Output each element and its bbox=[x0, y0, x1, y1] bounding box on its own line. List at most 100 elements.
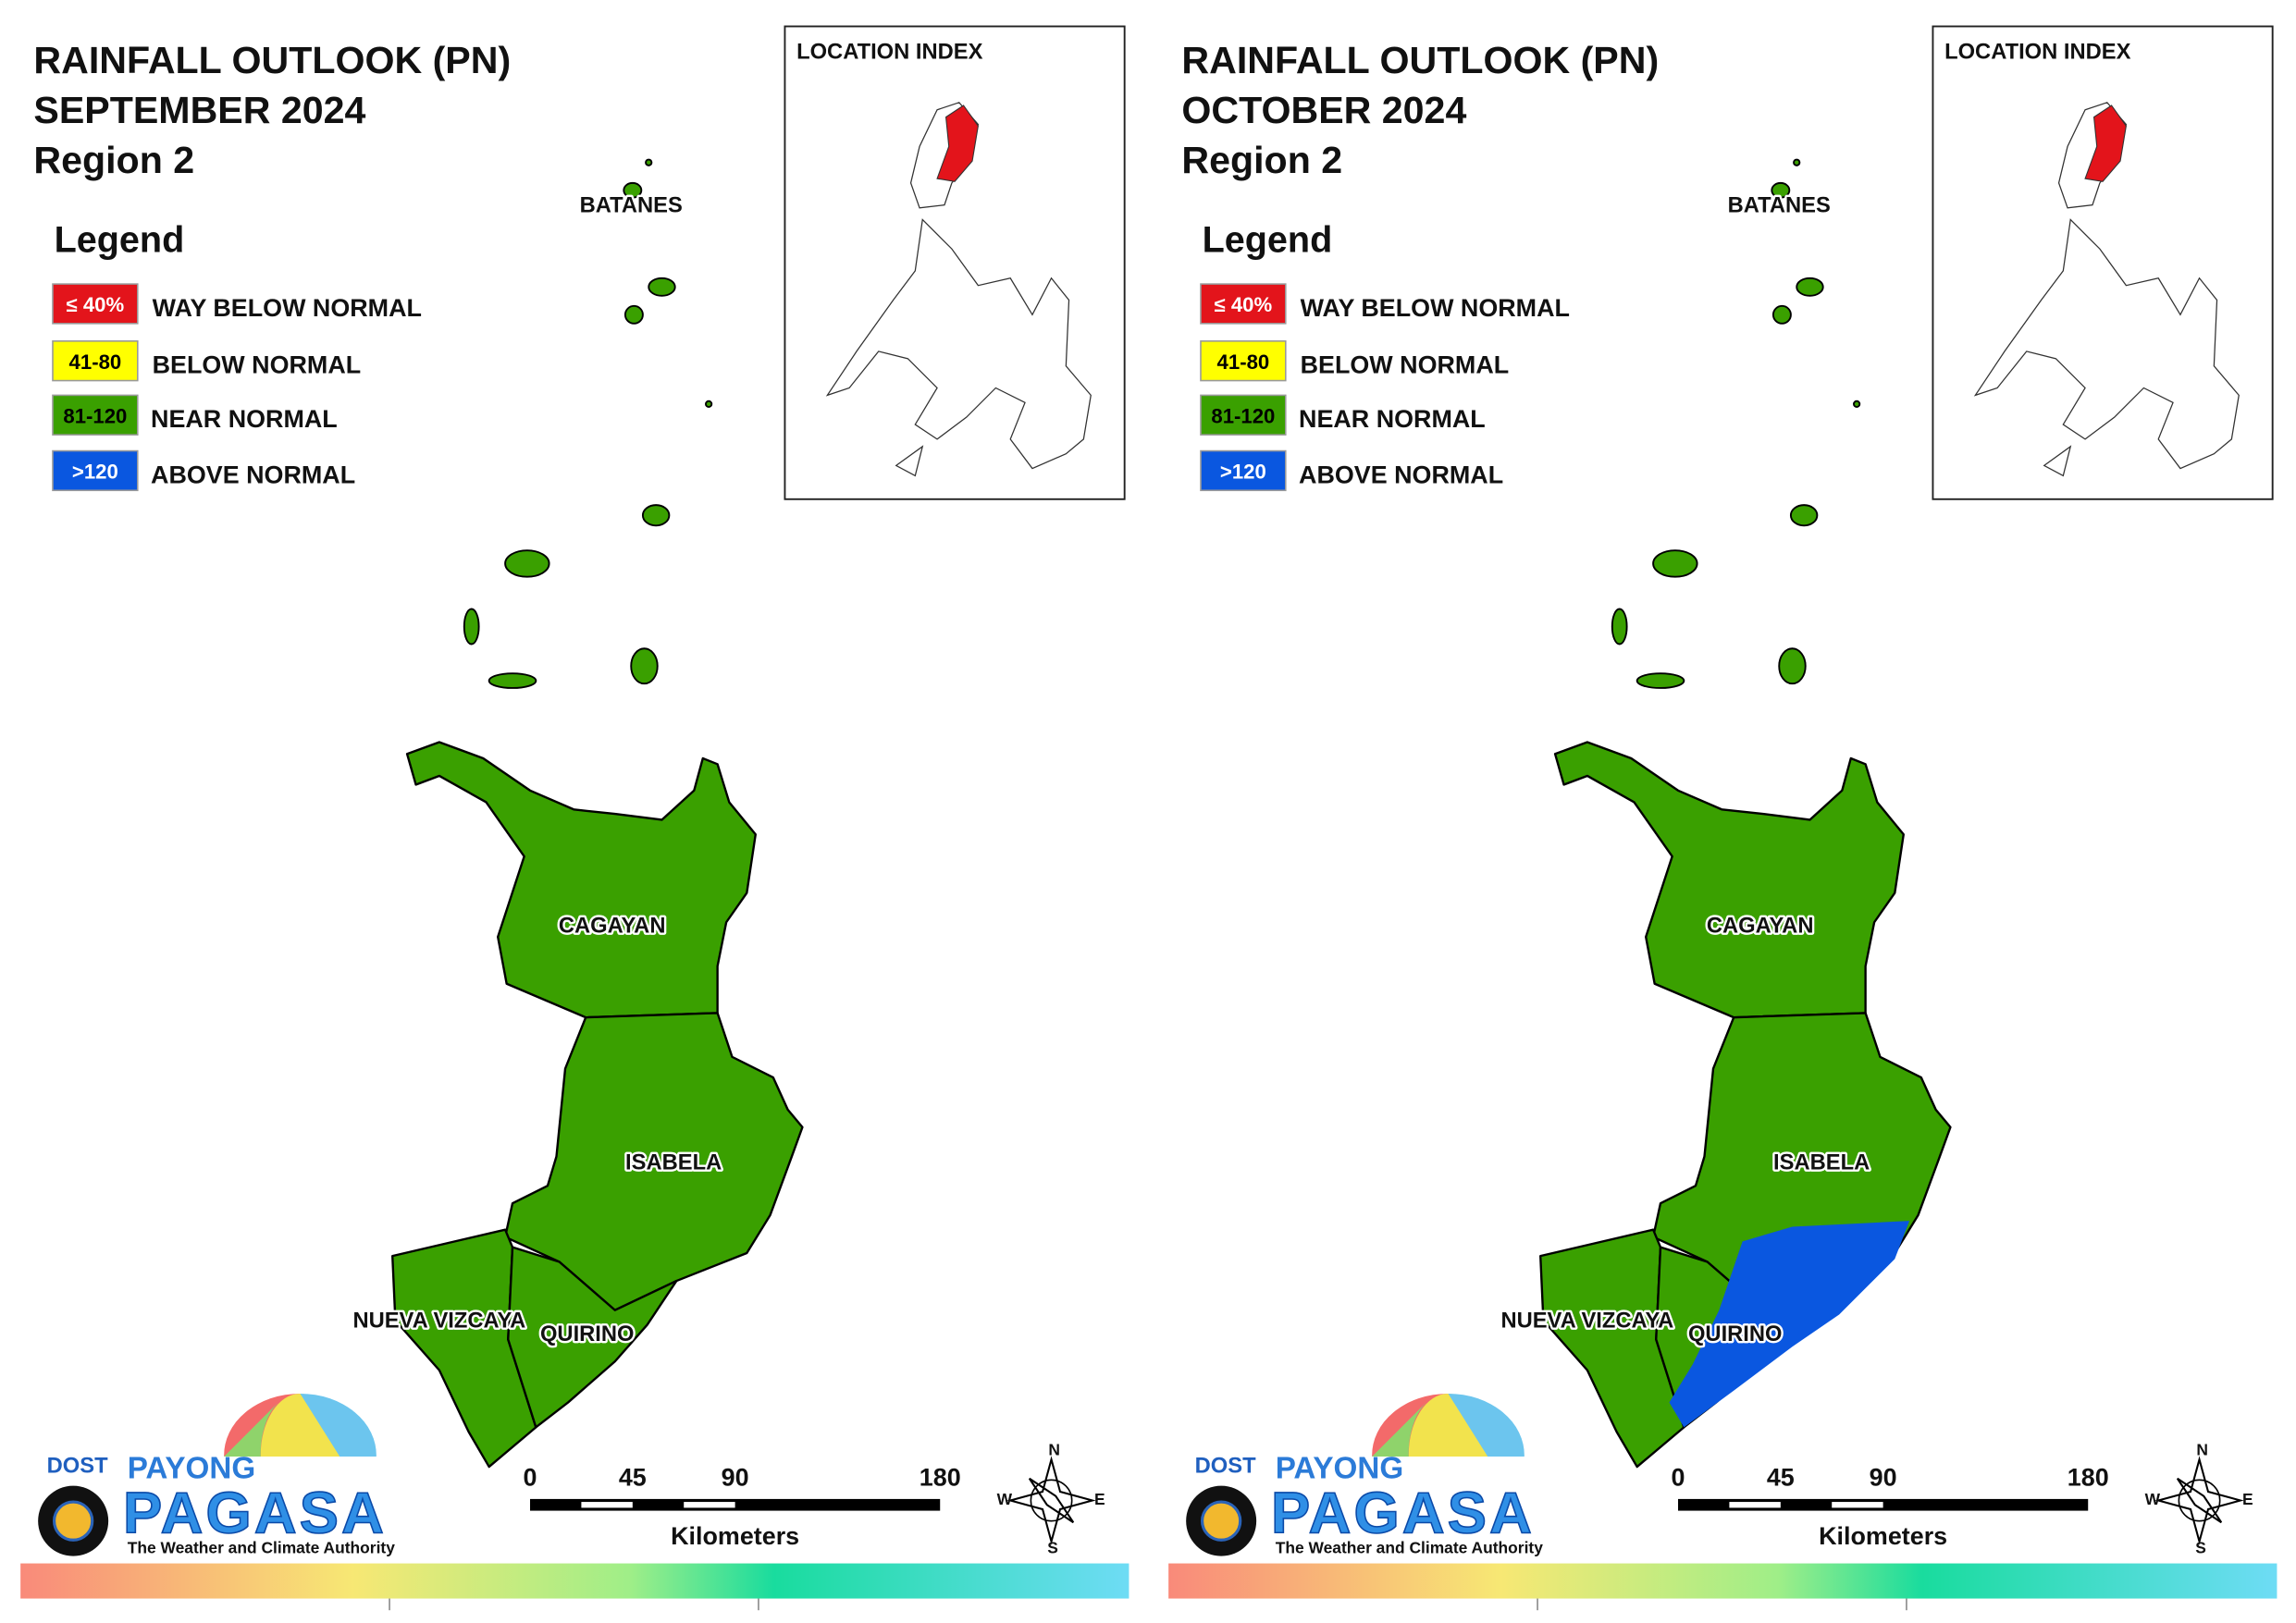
legend-swatch-label: ≤ 40% bbox=[67, 293, 125, 316]
legend-swatch bbox=[52, 340, 139, 382]
legend-swatch-label: ≤ 40% bbox=[1215, 293, 1273, 316]
island bbox=[1771, 181, 1791, 199]
region-highlight bbox=[936, 105, 979, 182]
map-title: OCTOBER 2024 bbox=[1181, 89, 1466, 131]
province-label: QUIRINO bbox=[540, 1322, 635, 1346]
scale-bar-segment bbox=[1729, 1502, 1781, 1508]
legend-label: BELOW NORMAL bbox=[153, 351, 362, 379]
location-index-title: LOCATION INDEX bbox=[1944, 40, 2130, 64]
province-label: BATANES bbox=[580, 194, 683, 218]
province-label: ISABELA bbox=[1773, 1151, 1870, 1175]
map-title: RAINFALL OUTLOOK (PN) bbox=[1181, 39, 1659, 81]
logo-pagasa: PAGASA bbox=[1271, 1481, 1535, 1545]
scale-bar-segment bbox=[1832, 1502, 1883, 1508]
legend-label: BELOW NORMAL bbox=[1301, 351, 1510, 379]
compass-letter: N bbox=[1048, 1440, 1060, 1458]
logo-pagasa: PAGASA bbox=[123, 1481, 387, 1545]
map-title: SEPTEMBER 2024 bbox=[33, 89, 365, 131]
compass-letter: E bbox=[2242, 1490, 2253, 1508]
province-label: NUEVA VIZCAYA bbox=[1500, 1309, 1673, 1334]
island bbox=[1778, 647, 1807, 685]
island bbox=[1636, 672, 1685, 689]
legend-title: Legend bbox=[1203, 219, 1333, 260]
scale-tick-label: 180 bbox=[920, 1464, 961, 1492]
scale-tick-label: 90 bbox=[1870, 1464, 1897, 1492]
logo-dost: DOST bbox=[47, 1454, 108, 1478]
legend-label: NEAR NORMAL bbox=[1299, 405, 1486, 433]
compass-letter: W bbox=[2145, 1490, 2161, 1508]
island bbox=[1853, 400, 1861, 409]
legend-label: NEAR NORMAL bbox=[151, 405, 338, 433]
island bbox=[1793, 158, 1801, 166]
compass-ring bbox=[1030, 1479, 1073, 1522]
umbrella-right bbox=[300, 1393, 376, 1457]
province-label: BATANES bbox=[1728, 194, 1831, 218]
legend-swatch bbox=[1200, 283, 1287, 325]
logo-tagline: The Weather and Climate Authority bbox=[1276, 1538, 1543, 1556]
map-title: Region 2 bbox=[1181, 139, 1342, 181]
rainbow-bar bbox=[1168, 1563, 2277, 1599]
island bbox=[623, 181, 643, 199]
island bbox=[648, 277, 676, 297]
compass-letter: E bbox=[1094, 1490, 1105, 1508]
compass-rose bbox=[1006, 1456, 1096, 1545]
scale-tick-label: 0 bbox=[1672, 1464, 1685, 1492]
compass-ring bbox=[2178, 1479, 2221, 1522]
island bbox=[705, 400, 713, 409]
scale-tick-label: 0 bbox=[524, 1464, 537, 1492]
compass-letter: S bbox=[1047, 1538, 1058, 1556]
logo-payong: PAYONG bbox=[128, 1452, 256, 1486]
panel: RAINFALL OUTLOOK (PN) SEPTEMBER 2024 Regio… bbox=[20, 25, 1129, 1611]
umbrella-right bbox=[1448, 1393, 1524, 1457]
scale-tick-label: 180 bbox=[2068, 1464, 2109, 1492]
panel: RAINFALL OUTLOOK (PN) OCTOBER 2024 Region … bbox=[1168, 25, 2277, 1611]
province bbox=[1539, 1228, 1685, 1469]
scale-bar-segment bbox=[581, 1502, 633, 1508]
seal bbox=[52, 1500, 94, 1542]
compass-letter: W bbox=[997, 1490, 1013, 1508]
island bbox=[1796, 277, 1824, 297]
logo-tagline: The Weather and Climate Authority bbox=[128, 1538, 395, 1556]
legend-swatch bbox=[1200, 449, 1287, 492]
province-label: CAGAYAN bbox=[559, 914, 666, 938]
province bbox=[405, 741, 757, 1019]
island bbox=[488, 672, 537, 689]
compass-letter: S bbox=[2195, 1538, 2206, 1556]
island bbox=[1771, 304, 1792, 325]
legend-label: ABOVE NORMAL bbox=[1299, 461, 1503, 488]
island bbox=[641, 504, 671, 527]
legend-label: WAY BELOW NORMAL bbox=[153, 294, 422, 322]
province bbox=[507, 1246, 678, 1429]
legend-swatch-label: >120 bbox=[1220, 461, 1266, 484]
location-index-title: LOCATION INDEX bbox=[796, 40, 982, 64]
scale-unit: Kilometers bbox=[671, 1522, 799, 1550]
legend-swatch bbox=[1200, 394, 1287, 436]
scale-tick-label: 90 bbox=[722, 1464, 749, 1492]
seal bbox=[1200, 1500, 1242, 1542]
province-label: ISABELA bbox=[625, 1151, 722, 1175]
rainbow-bar bbox=[20, 1563, 1129, 1599]
logo-payong: PAYONG bbox=[1276, 1452, 1404, 1486]
map-title: Region 2 bbox=[33, 139, 194, 181]
scale-bar-segment bbox=[684, 1502, 735, 1508]
province bbox=[391, 1228, 537, 1469]
philippines-outline bbox=[825, 102, 1092, 477]
island bbox=[504, 549, 550, 578]
legend-label: ABOVE NORMAL bbox=[151, 461, 355, 488]
legend-swatch bbox=[52, 394, 139, 436]
island bbox=[1652, 549, 1698, 578]
compass-rose bbox=[2154, 1456, 2244, 1545]
legend-swatch-label: 41-80 bbox=[69, 350, 122, 374]
legend-swatch-label: 81-120 bbox=[63, 404, 127, 427]
legend-swatch bbox=[52, 449, 139, 492]
legend-swatch bbox=[52, 283, 139, 325]
scale-tick-label: 45 bbox=[1767, 1464, 1795, 1492]
province-label: CAGAYAN bbox=[1707, 914, 1814, 938]
province-label: NUEVA VIZCAYA bbox=[352, 1309, 525, 1334]
legend-swatch bbox=[1200, 340, 1287, 382]
island bbox=[463, 608, 480, 646]
legend-swatch-label: 81-120 bbox=[1211, 404, 1275, 427]
map-title: RAINFALL OUTLOOK (PN) bbox=[33, 39, 511, 81]
